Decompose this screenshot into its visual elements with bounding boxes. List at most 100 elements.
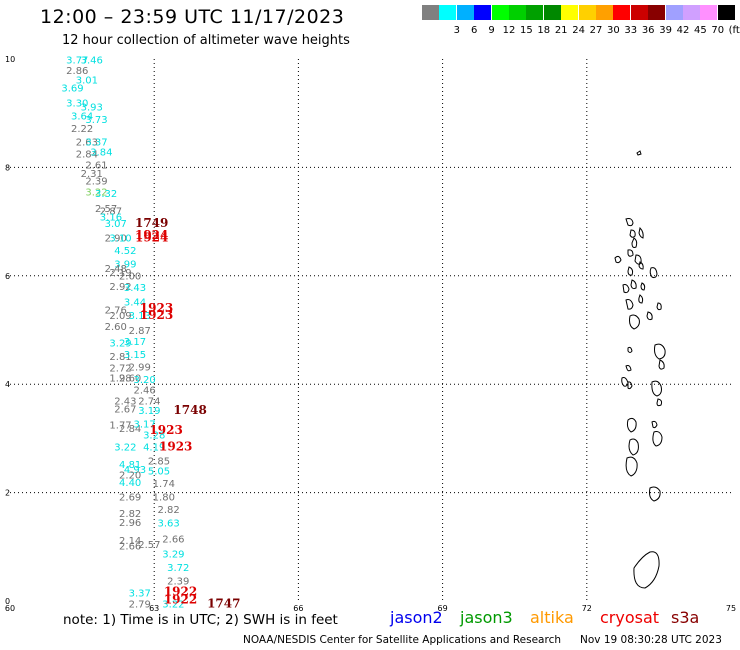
wave-height-value: 2.61 xyxy=(85,160,107,171)
wave-height-value: 1.77 xyxy=(109,421,131,432)
color-swatch xyxy=(456,5,474,20)
color-swatch xyxy=(526,5,544,20)
color-scale-label: 9 xyxy=(488,25,495,36)
wave-height-value: 1.80 xyxy=(153,493,175,504)
wave-height-value: 2.79 xyxy=(129,600,151,611)
wave-height-value: 3.37 xyxy=(85,138,107,149)
wave-height-value: 3.69 xyxy=(61,84,83,95)
wave-height-value: 2.90 xyxy=(105,234,127,245)
wave-height-value: 2.00 xyxy=(119,272,141,283)
color-swatch xyxy=(683,5,700,20)
wave-height-value: 2.66 xyxy=(119,542,141,553)
wave-height-value: 1.74 xyxy=(153,479,175,490)
wave-height-value: 3.44 xyxy=(124,298,146,309)
wave-height-value: 2.19 xyxy=(109,268,131,279)
color-scale-label: 70 xyxy=(711,25,725,36)
wave-height-value: 3.22 xyxy=(85,188,107,199)
lon-tick-label: 75 xyxy=(726,604,736,613)
color-swatch xyxy=(474,5,492,20)
wave-height-value: 2.60 xyxy=(105,322,127,333)
satellite-jason3: jason3 xyxy=(460,608,513,627)
wave-height-value: 2.14 xyxy=(119,536,141,547)
color-scale-unit: (ft) xyxy=(728,25,740,36)
wave-height-value: 3.93 xyxy=(81,102,103,113)
wave-height-value: 3.63 xyxy=(157,519,179,530)
color-swatch xyxy=(561,5,579,20)
wave-height-value: 3.01 xyxy=(76,75,98,86)
wave-height-value: 2.22 xyxy=(71,124,93,135)
satellite-cryosat: cryosat xyxy=(600,608,660,627)
wave-height-value: 2.69 xyxy=(119,493,141,504)
lon-tick-label: 63 xyxy=(149,604,159,613)
wave-height-value: 3.43 xyxy=(124,283,146,294)
wave-height-value: 2.81 xyxy=(109,352,131,363)
pass-time-labels: 1749192419241923192317481923192319221922… xyxy=(135,216,241,610)
wave-height-value: 2.43 xyxy=(114,396,136,407)
color-scale-label: 39 xyxy=(659,25,672,36)
wave-height-value: 2.84 xyxy=(119,424,141,435)
color-scale-label: 15 xyxy=(520,25,533,36)
satellite-altika: altika xyxy=(530,608,574,627)
pass-time-label: 1924 xyxy=(135,231,168,245)
wave-height-value: 4.52 xyxy=(114,246,136,257)
credit-line: NOAA/NESDIS Center for Satellite Applica… xyxy=(243,634,561,646)
color-scale-label: 12 xyxy=(502,25,516,36)
wave-height-value: 2.57 xyxy=(138,540,160,551)
wave-height-value: 3.10 xyxy=(109,234,131,245)
pass-time-label: 1747 xyxy=(207,597,240,611)
pass-time-label: 1749 xyxy=(135,216,168,230)
wave-height-value: 3.29 xyxy=(109,338,131,349)
wave-height-value: 2.86 xyxy=(66,66,88,77)
color-swatch xyxy=(717,5,735,20)
pass-time-label: 1922 xyxy=(164,593,197,607)
pass-time-label: 1924 xyxy=(135,228,168,242)
color-swatch xyxy=(543,5,561,20)
wave-height-value: 3.64 xyxy=(71,112,93,123)
color-scale-label: 42 xyxy=(676,25,690,36)
wave-height-value: 2.39 xyxy=(167,577,189,588)
lon-tick-label: 72 xyxy=(582,604,592,613)
color-swatch xyxy=(509,5,526,20)
wave-height-value: 3.28 xyxy=(143,430,165,441)
lon-tick-label: 69 xyxy=(438,604,448,613)
pass-time-label: 1923 xyxy=(140,308,173,322)
color-swatch xyxy=(439,5,457,20)
wave-height-value: 2.76 xyxy=(105,306,127,317)
color-scale-label: 3 xyxy=(453,25,460,36)
wave-height-value: 4.40 xyxy=(119,478,141,489)
lat-tick-label: 2 xyxy=(5,489,10,498)
wave-height-value: 1.98 xyxy=(109,373,131,384)
lon-tick-label: 60 xyxy=(5,604,15,613)
wave-height-value: 3.22 xyxy=(162,600,184,611)
color-scale-label: 33 xyxy=(624,25,638,36)
wave-height-value: 3.99 xyxy=(114,260,136,271)
color-swatch xyxy=(596,5,613,20)
lat-tick-label: 4 xyxy=(5,380,10,389)
color-swatch xyxy=(613,5,631,20)
wave-height-value: 2.82 xyxy=(157,505,179,516)
wave-height-value: 5.05 xyxy=(148,467,170,478)
wave-height-value: 3.16 xyxy=(100,213,122,224)
pass-time-label: 1748 xyxy=(173,403,206,417)
wave-height-value: 2.48 xyxy=(105,264,127,275)
color-swatch xyxy=(700,5,718,20)
wave-height-value: 3.15 xyxy=(124,350,146,361)
wave-height-value: 3.22 xyxy=(114,442,136,453)
wave-height-value: 3.77 xyxy=(66,55,88,66)
wave-height-value: 3.32 xyxy=(95,189,117,200)
wave-height-value: 2.46 xyxy=(133,385,155,396)
lat-tick-label: 6 xyxy=(5,272,10,281)
pass-time-label: 1922 xyxy=(164,585,197,599)
wave-height-value: 3.30 xyxy=(66,99,88,110)
pass-time-label: 1923 xyxy=(149,423,182,437)
wave-height-value: 4.81 xyxy=(119,460,141,471)
satellite-s3a: s3a xyxy=(671,608,700,627)
color-swatch xyxy=(422,5,439,20)
pass-time-label: 1923 xyxy=(159,439,192,453)
wave-height-value: 3.84 xyxy=(90,147,112,158)
page-title: 12:00 – 23:59 UTC 11/17/2023 xyxy=(40,6,345,28)
wave-height-value: 2.67 xyxy=(114,404,136,415)
wave-height-value: 2.82 xyxy=(119,509,141,520)
wave-height-value: 2.84 xyxy=(76,150,98,161)
wave-height-value: 2.99 xyxy=(129,363,151,374)
